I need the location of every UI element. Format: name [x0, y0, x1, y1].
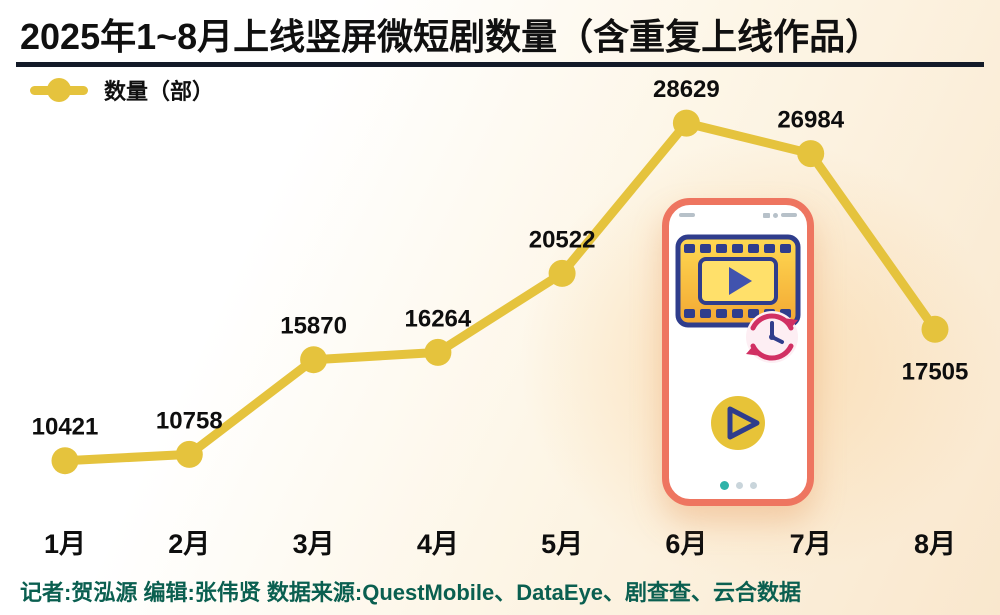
data-point-5月: [548, 259, 576, 287]
value-label: 10758: [156, 407, 223, 434]
pager-dot: [735, 482, 743, 489]
x-axis-label: 6月: [665, 529, 707, 559]
clock-icon: [746, 311, 798, 363]
data-point-4月: [424, 338, 452, 366]
title-underline: [16, 62, 984, 67]
data-point-2月: [175, 440, 203, 468]
chart-title: 2025年1~8月上线竖屏微短剧数量（含重复上线作品）: [20, 16, 882, 57]
data-point-1月: [51, 447, 79, 475]
x-axis-label: 3月: [293, 529, 335, 559]
x-axis-label: 1月: [44, 529, 86, 559]
value-label: 20522: [529, 226, 596, 253]
signal-icon: [763, 212, 770, 218]
pager-dot: [749, 482, 757, 489]
data-point-3月: [300, 346, 328, 374]
x-axis-label: 4月: [417, 529, 459, 559]
legend-dot-icon: [47, 78, 71, 102]
wifi-icon: [773, 212, 778, 218]
x-axis-label: 7月: [790, 529, 832, 559]
data-point-8月: [921, 315, 949, 343]
time-chip-icon: [679, 213, 695, 217]
value-label: 15870: [280, 313, 347, 340]
play-button-icon: [711, 396, 765, 450]
phone-illustration: [662, 198, 814, 506]
film-strip-icon: [675, 234, 801, 328]
x-axis-label: 2月: [168, 529, 210, 559]
value-label: 16264: [405, 305, 472, 332]
legend-line-marker-icon: [30, 78, 88, 102]
credits: 记者:贺泓源 编辑:张伟贤 数据来源:QuestMobile、DataEye、剧…: [20, 580, 802, 605]
status-right-icons: [763, 212, 797, 218]
data-point-7月: [797, 140, 825, 168]
legend-label: 数量（部）: [104, 79, 215, 104]
battery-icon: [781, 213, 797, 217]
value-label: 26984: [777, 107, 844, 134]
pager-dots: [669, 481, 807, 490]
series-line: [60, 118, 940, 466]
status-left-icons: [679, 213, 695, 217]
value-label: 28629: [653, 76, 720, 103]
pager-dot-active: [719, 481, 729, 490]
x-axis-label: 8月: [914, 529, 956, 559]
x-axis-label: 5月: [541, 529, 583, 559]
legend: 数量（部）: [30, 74, 214, 106]
value-label: 17505: [902, 358, 969, 385]
phone-status-bar: [679, 211, 797, 219]
phone-screen-art: [675, 234, 801, 450]
data-point-6月: [672, 109, 700, 137]
value-label: 10421: [32, 414, 99, 441]
